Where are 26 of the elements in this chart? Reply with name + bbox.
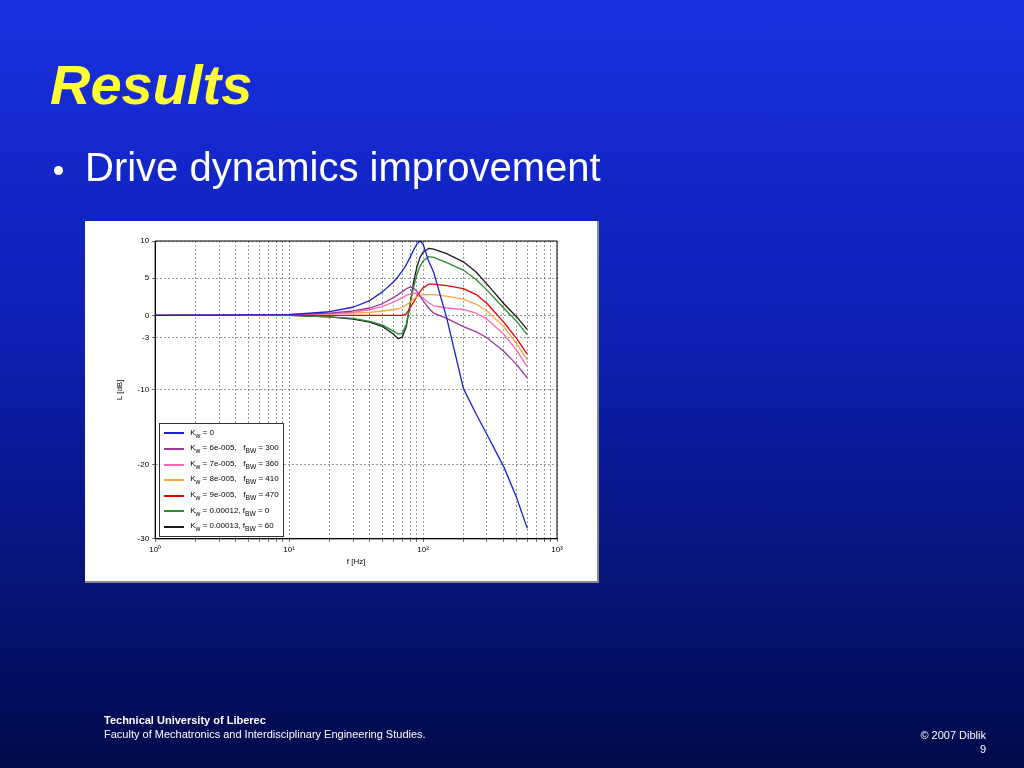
chart-subtitle: Drive dynamics improvement [85, 145, 601, 189]
y-tick-label: 5 [144, 273, 150, 283]
x-tick-label: 10¹ [283, 544, 296, 554]
legend-label: K$_{w}$ = 0.00013, f$_{BW}$ = 60 [190, 520, 274, 534]
y-tick-label: 0 [144, 310, 150, 320]
y-tick-label: -10 [137, 385, 150, 395]
x-axis-title: f [Hz] [346, 557, 366, 567]
y-tick-label: -20 [137, 459, 150, 469]
legend-label: K$_{w}$ = 9e-005, f$_{BW}$ = 470 [190, 489, 279, 503]
legend-label: K$_{w}$ = 6e-005, f$_{BW}$ = 300 [190, 442, 279, 456]
x-tick-label: 10³ [551, 544, 564, 554]
x-tick-label: 10² [417, 544, 430, 554]
y-axis-title: L [dB] [115, 379, 124, 401]
text: Technical University of Liberec [104, 714, 266, 726]
y-tick-label: 10 [140, 236, 150, 246]
text: 9 [979, 743, 986, 755]
y-tick-label: -30 [137, 534, 150, 543]
legend-label: K$_{w}$ = 8e-005, f$_{BW}$ = 410 [190, 473, 279, 488]
chart-title: Results [50, 52, 253, 117]
legend-label: K$_{w}$ = 7e-005, f$_{BW}$ = 360 [190, 457, 279, 472]
legend-label: K$_{w}$ = 0 [190, 426, 214, 441]
text: Faculty of Mechatronics and Interdisciplinary Engineering Studies. [104, 728, 426, 740]
y-tick-label: -3 [142, 332, 150, 342]
x-tick-label: 10⁰ [149, 544, 162, 554]
text: © 2007 Diblik [920, 729, 986, 741]
legend-label: K$_{w}$ = 0.00012, f$_{BW}$ = 0 [190, 504, 270, 519]
